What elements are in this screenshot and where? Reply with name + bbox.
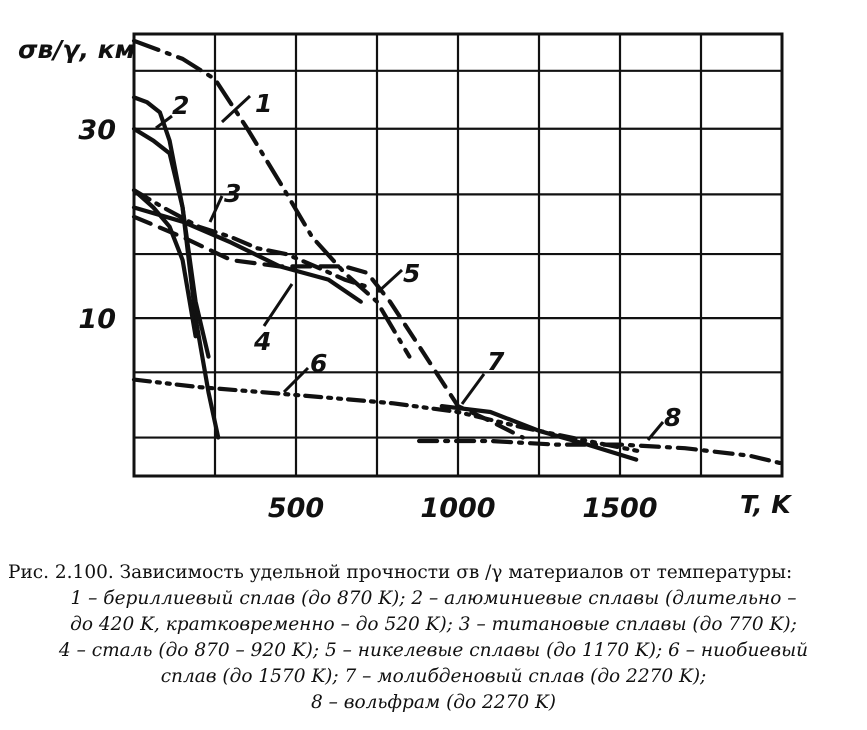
plot-frame (132, 32, 784, 478)
leader-line-1 (220, 94, 252, 124)
y-tick-label: 30 (78, 115, 116, 146)
x-tick-label: 1500 (582, 493, 657, 524)
curve-label-1: 1 (255, 89, 272, 118)
caption-line: 4 – сталь (до 870 – 920 K); 5 – никелевы… (58, 640, 809, 661)
leader-line-5 (376, 268, 404, 294)
curve-labels: 1 2 3 4 5 6 7 8 (172, 89, 681, 432)
series-line-4 (131, 188, 198, 339)
caption-line: 8 – вольфрам (до 2270 K) (310, 692, 557, 713)
caption-line: 1 – бериллиевый сплав (до 870 K); 2 – ал… (70, 588, 797, 609)
caption-title: Рис. 2.100. Зависимость удельной прочнос… (8, 562, 793, 583)
curve-leaders (155, 94, 665, 441)
caption-line: до 420 K, кратковременно – до 520 K); 3 … (70, 614, 797, 635)
series-line-2 (131, 126, 211, 359)
chart: 500 1000 1500 10 30 σв/γ, км T, K 1 2 3 4 5 6 7 8 (18, 32, 792, 524)
series-line-4 (131, 205, 363, 304)
leader-line-8 (646, 421, 665, 441)
series-line-3 (131, 188, 370, 289)
leader-line-6 (282, 366, 310, 394)
series-line-8 (417, 438, 785, 466)
curve-label-8: 8 (664, 403, 681, 432)
curve-label-4: 4 (253, 327, 271, 356)
x-tick-label: 500 (268, 493, 324, 524)
curve-label-6: 6 (310, 349, 327, 378)
caption-line: сплав (до 1570 K); 7 – молибденовый спла… (160, 666, 707, 687)
leader-line-7 (460, 373, 486, 405)
series-line-7 (439, 404, 639, 462)
curve-label-3: 3 (224, 179, 241, 208)
curve-label-7: 7 (487, 347, 505, 376)
figure-caption: Рис. 2.100. Зависимость удельной прочнос… (0, 560, 867, 716)
y-axis-title: σв/γ, км (18, 35, 135, 64)
leader-line-2 (155, 114, 173, 130)
tick-labels: 500 1000 1500 10 30 (78, 115, 657, 524)
curve-label-2: 2 (172, 91, 189, 120)
y-tick-label: 10 (78, 304, 116, 335)
leader-line-4 (262, 283, 294, 327)
chart-series (131, 38, 785, 466)
chart-grid (134, 34, 782, 476)
leader-line-3 (208, 195, 224, 223)
x-axis-title: T, K (740, 490, 792, 519)
curve-label-5: 5 (403, 259, 420, 288)
series-line-1 (131, 38, 412, 359)
x-tick-label: 1000 (420, 493, 495, 524)
